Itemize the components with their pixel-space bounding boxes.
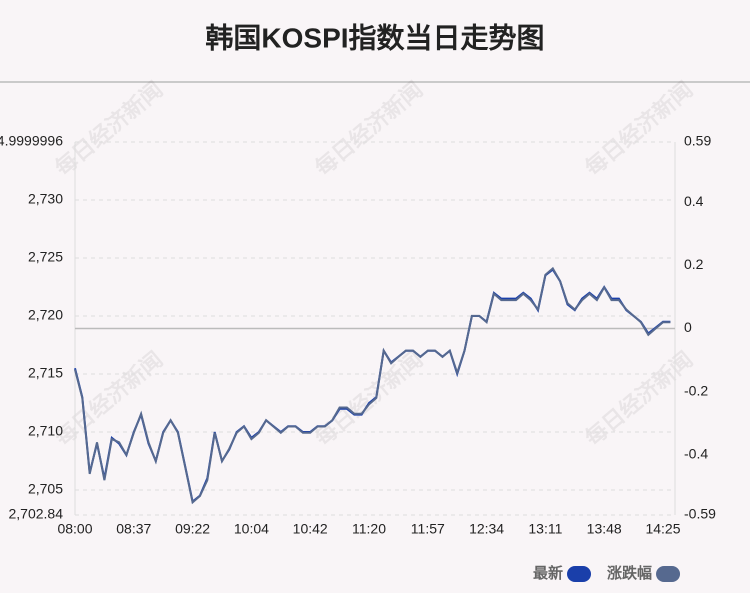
y2-tick-label: 0.2 [684,256,704,272]
y2-tick-label: 0.59 [684,133,711,149]
y2-tick-label: 0 [684,319,692,335]
y2-tick-label: -0.4 [684,446,708,462]
x-tick-label: 11:57 [411,521,445,537]
x-tick-label: 11:20 [352,521,386,537]
legend-label: 最新 [533,564,563,582]
x-tick-label: 14:25 [645,521,680,537]
x-tick-label: 10:04 [234,521,269,537]
watermark: 每日经济新闻 [310,347,427,451]
watermark: 每日经济新闻 [580,347,697,451]
y2-tick-label: -0.2 [684,382,708,398]
y-tick-label: 2,725 [28,249,63,265]
y-tick-label: 2,730 [28,191,63,207]
x-tick-label: 08:00 [57,521,92,537]
watermark: 每日经济新闻 [310,77,427,181]
y-tick-label: 2,715 [28,365,63,381]
watermark: 每日经济新闻 [50,77,167,181]
chart-title: 韩国KOSPI指数当日走势图 [205,22,544,53]
legend-label: 涨跌幅 [607,564,652,582]
y-tick-label: 2,720 [28,307,63,323]
y-tick-label: 2,734.9999996 [0,133,63,149]
y-tick-label: 2,702.84 [9,506,64,522]
legend-swatch [567,566,592,582]
legend-swatch [656,566,681,582]
x-tick-label: 13:11 [528,521,562,537]
x-tick-label: 13:48 [587,521,622,537]
x-tick-label: 12:34 [469,521,504,537]
line-series [74,266,671,505]
y2-tick-label: -0.59 [684,506,716,522]
x-tick-label: 08:37 [116,521,151,537]
y-tick-label: 2,710 [28,423,63,439]
watermark: 每日经济新闻 [50,347,167,451]
x-tick-label: 09:22 [175,521,210,537]
y2-tick-label: 0.4 [684,193,704,209]
x-tick-label: 10:42 [293,521,328,537]
y-tick-label: 2,705 [28,481,63,497]
watermark: 每日经济新闻 [580,77,697,181]
